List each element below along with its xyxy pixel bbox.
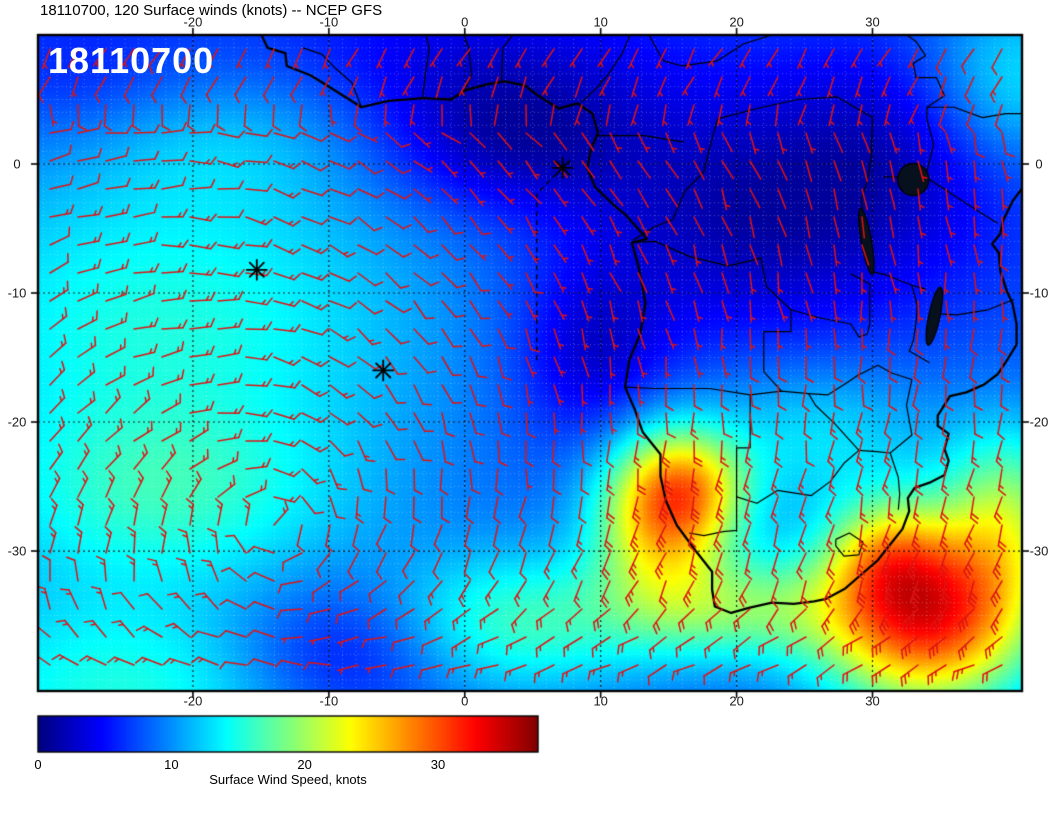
lon-tick-label-top: 0	[461, 14, 469, 30]
lat-tick-label-right: -30	[1029, 543, 1049, 559]
lat-tick-label-left: -10	[7, 285, 27, 301]
lon-tick-label-bottom: 30	[865, 693, 880, 709]
colorbar-tick-label: 30	[430, 757, 446, 772]
lat-tick-label-left: -30	[7, 543, 27, 559]
lon-tick-label-bottom: -10	[319, 693, 339, 709]
datetime-stamp: 18110700	[48, 40, 215, 81]
lat-tick-label-right: 0	[1035, 156, 1043, 172]
colorbar-tick-label: 20	[297, 757, 312, 772]
lat-tick-label-right: -10	[1029, 285, 1049, 301]
lon-tick-label-top: -10	[319, 14, 339, 30]
lat-tick-label-left: -20	[7, 414, 27, 430]
lon-tick-label-top: -20	[183, 14, 203, 30]
lon-tick-label-bottom: -20	[183, 693, 203, 709]
lat-tick-label-left: 0	[13, 156, 21, 172]
colorbar-tick-label: 10	[164, 757, 179, 772]
colorbar-tick-label: 0	[34, 757, 42, 772]
lon-tick-label-top: 20	[729, 14, 744, 30]
colorbar-title: Surface Wind Speed, knots	[209, 772, 367, 787]
lat-tick-label-right: -20	[1029, 414, 1049, 430]
lon-tick-label-bottom: 0	[461, 693, 469, 709]
lon-tick-label-bottom: 10	[593, 693, 608, 709]
figure-title: 18110700, 120 Surface winds (knots) -- N…	[40, 2, 383, 19]
lon-tick-label-bottom: 20	[729, 693, 744, 709]
lon-tick-label-top: 10	[593, 14, 608, 30]
lon-tick-label-top: 30	[865, 14, 880, 30]
